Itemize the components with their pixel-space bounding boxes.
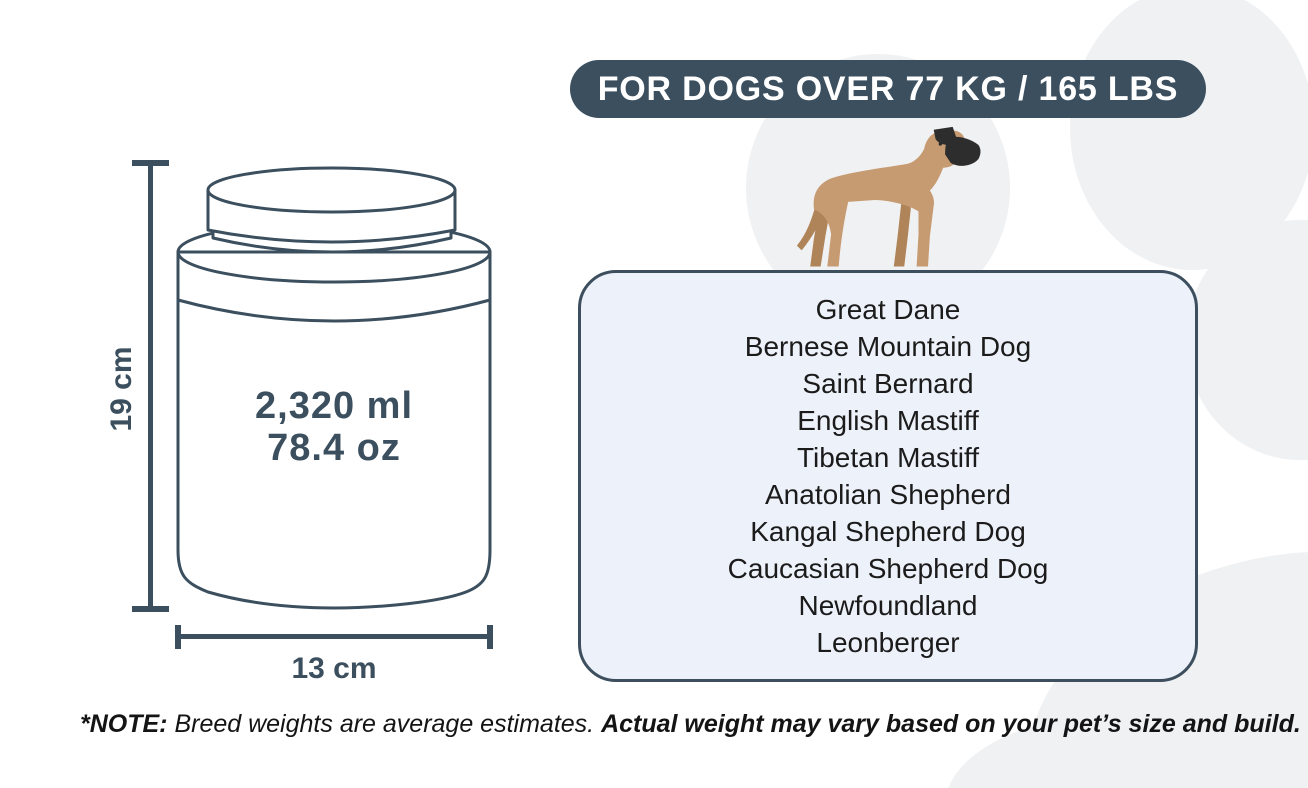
height-dimension-cap-bottom	[132, 606, 169, 612]
jar-body	[176, 250, 492, 610]
food-container-illustration	[176, 166, 492, 610]
footnote: *NOTE: Breed weights are average estimat…	[80, 710, 1301, 739]
breed-list-item: Bernese Mountain Dog	[744, 331, 1032, 362]
header-banner: FOR DOGS OVER 77 KG / 165 LBS	[570, 60, 1206, 118]
breed-list-item: Tibetan Mastiff	[796, 442, 980, 473]
width-dimension-line	[178, 634, 490, 639]
breed-list-item: Anatolian Shepherd	[765, 479, 1011, 510]
width-dimension-cap-left	[175, 625, 181, 649]
breed-list-item: Newfoundland	[798, 590, 978, 621]
dog-far-front-leg	[893, 201, 911, 267]
breed-list-item: English Mastiff	[797, 405, 979, 436]
jar-shoulder-arc	[176, 298, 492, 323]
great-dane-illustration	[796, 126, 981, 267]
footnote-body: Breed weights are average estimates.	[167, 710, 602, 738]
breed-list-item: Leonberger	[816, 627, 960, 658]
breed-list-item: Caucasian Shepherd Dog	[727, 553, 1049, 584]
container-height-label: 19 cm	[105, 346, 138, 432]
footnote-emphasis: Actual weight may vary based on your pet…	[601, 710, 1301, 738]
height-dimension-cap-top	[132, 160, 169, 166]
container-volume-oz: 78.4 oz	[267, 427, 401, 469]
container-volume: 2,320 ml 78.4 oz	[178, 385, 490, 469]
footnote-prefix: *NOTE:	[80, 710, 168, 738]
dog-body	[813, 130, 966, 267]
breed-list-item: Great Dane	[815, 294, 961, 325]
container-width-label: 13 cm	[291, 652, 377, 685]
dog-eye	[938, 142, 943, 146]
width-dimension-cap-right	[487, 625, 493, 649]
height-dimension-line	[148, 163, 153, 609]
breed-list-item: Kangal Shepherd Dog	[750, 516, 1026, 547]
breed-list: Great Dane Bernese Mountain Dog Saint Bern…	[591, 291, 1185, 661]
breed-list-item: Saint Bernard	[802, 368, 974, 399]
dog-muzzle	[945, 136, 981, 166]
dog-far-hind-leg	[810, 205, 830, 267]
breed-list-box: Great Dane Bernese Mountain Dog Saint Bern…	[578, 270, 1198, 682]
header-banner-label: FOR DOGS OVER 77 KG / 165 LBS	[597, 69, 1179, 108]
jar-lid-top	[206, 166, 457, 214]
container-volume-ml: 2,320 ml	[255, 385, 413, 427]
